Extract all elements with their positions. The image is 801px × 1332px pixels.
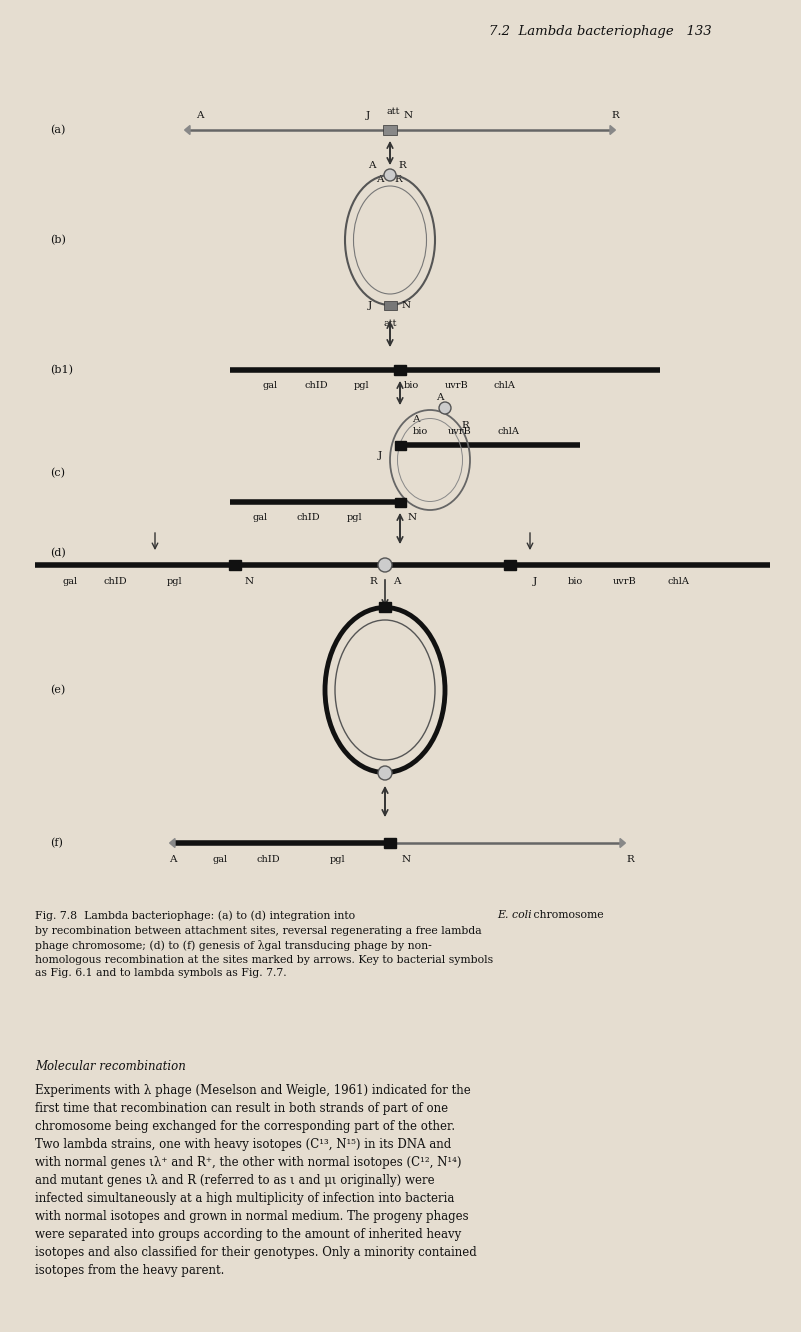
Text: A: A <box>393 577 400 586</box>
Text: Experiments with λ phage (Meselson and Weigle, 1961) indicated for the
first tim: Experiments with λ phage (Meselson and W… <box>35 1084 477 1277</box>
Text: J: J <box>378 450 382 460</box>
Circle shape <box>378 766 392 781</box>
Text: R: R <box>398 160 406 169</box>
Text: (d): (d) <box>50 547 66 558</box>
Text: R: R <box>611 112 619 120</box>
Text: chlA: chlA <box>667 577 689 586</box>
Text: A: A <box>196 112 203 120</box>
Text: gal: gal <box>212 855 227 863</box>
Text: (b1): (b1) <box>50 365 73 376</box>
Bar <box>379 602 391 611</box>
Text: chID: chID <box>304 381 328 390</box>
Text: (c): (c) <box>50 469 65 478</box>
Polygon shape <box>184 125 190 135</box>
Text: J: J <box>533 577 537 586</box>
Text: Molecular recombination: Molecular recombination <box>35 1060 186 1074</box>
Text: chromosome: chromosome <box>530 910 604 920</box>
Text: (a): (a) <box>50 125 66 135</box>
Bar <box>229 559 241 570</box>
Text: N: N <box>404 112 413 120</box>
Text: J: J <box>368 301 372 309</box>
Text: chID: chID <box>256 855 280 863</box>
Text: bio: bio <box>404 381 419 390</box>
Text: chID: chID <box>103 577 127 586</box>
Text: 7.2  Lambda bacteriophage   133: 7.2 Lambda bacteriophage 133 <box>489 25 711 39</box>
Text: uvrB: uvrB <box>448 426 472 436</box>
Text: bio: bio <box>567 577 582 586</box>
Bar <box>384 301 396 309</box>
Text: E. coli: E. coli <box>497 910 532 920</box>
Text: chlA: chlA <box>493 381 515 390</box>
Text: (f): (f) <box>50 838 62 848</box>
Text: N: N <box>401 301 411 309</box>
Text: A: A <box>437 393 444 402</box>
Text: uvrB: uvrB <box>445 381 469 390</box>
Text: uvrB: uvrB <box>613 577 637 586</box>
Text: gal: gal <box>252 514 268 522</box>
Text: bio: bio <box>413 426 428 436</box>
Bar <box>395 497 405 506</box>
Bar <box>394 365 406 376</box>
Text: chlA: chlA <box>497 426 519 436</box>
Text: gal: gal <box>263 381 278 390</box>
Text: A: A <box>368 160 376 169</box>
Polygon shape <box>620 839 626 847</box>
Text: R: R <box>394 176 402 185</box>
Text: A: A <box>169 855 177 863</box>
Text: by recombination between attachment sites, reversal regenerating a free lambda
p: by recombination between attachment site… <box>35 926 493 978</box>
Text: N: N <box>408 514 417 522</box>
Text: gal: gal <box>62 577 78 586</box>
Text: (b): (b) <box>50 234 66 245</box>
Text: R: R <box>461 421 469 429</box>
Circle shape <box>384 169 396 181</box>
Text: pgl: pgl <box>330 855 346 863</box>
Bar <box>383 125 397 135</box>
Text: N: N <box>401 855 411 863</box>
Bar <box>395 441 405 449</box>
Bar <box>384 838 396 848</box>
Circle shape <box>378 558 392 571</box>
Text: R: R <box>369 577 377 586</box>
Text: J: J <box>366 112 370 120</box>
Text: (e): (e) <box>50 685 65 695</box>
Polygon shape <box>170 839 175 847</box>
Bar <box>504 559 516 570</box>
Text: A: A <box>413 416 420 425</box>
Text: R: R <box>626 855 634 863</box>
Text: pgl: pgl <box>347 514 363 522</box>
Text: att: att <box>383 318 396 328</box>
Text: Fig. 7.8  Lambda bacteriophage: (a) to (d) integration into: Fig. 7.8 Lambda bacteriophage: (a) to (d… <box>35 910 359 920</box>
Text: pgl: pgl <box>354 381 370 390</box>
Text: chID: chID <box>296 514 320 522</box>
Text: N: N <box>244 577 254 586</box>
Text: A: A <box>376 176 384 185</box>
Text: pgl: pgl <box>167 577 183 586</box>
Circle shape <box>439 402 451 414</box>
Polygon shape <box>610 125 615 135</box>
Text: att: att <box>386 108 400 116</box>
